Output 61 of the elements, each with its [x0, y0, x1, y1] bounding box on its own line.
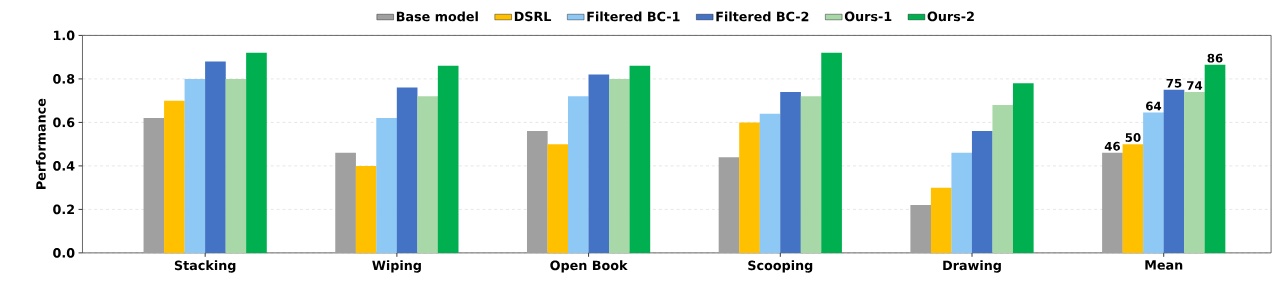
bar	[1012, 83, 1034, 253]
bar	[951, 152, 973, 253]
bar	[1102, 152, 1123, 253]
legend-label: Ours-1	[844, 11, 892, 22]
bar	[1184, 91, 1205, 253]
bar	[629, 65, 651, 253]
y-tick-label: 0.0	[53, 247, 75, 258]
bar	[1163, 89, 1185, 253]
legend-label: Base model	[396, 11, 478, 22]
y-tick-label: 0.4	[53, 160, 75, 171]
bar	[992, 104, 1014, 253]
bar	[588, 74, 610, 253]
annotation: 50	[1125, 132, 1141, 142]
bar	[1122, 143, 1144, 253]
annotation: 74	[1187, 81, 1203, 90]
annotation: 75	[1166, 78, 1182, 88]
x-tick-label: Drawing	[943, 260, 1001, 273]
legend-label: Filtered BC-1	[587, 11, 680, 22]
y-axis-title: Performance	[35, 98, 46, 189]
bar	[821, 52, 842, 253]
x-tick-label: Scooping	[748, 260, 813, 273]
annotation: 64	[1146, 101, 1162, 111]
bar	[910, 204, 932, 253]
bar	[335, 152, 356, 253]
legend-label: Ours-2	[927, 11, 974, 22]
bar	[376, 117, 397, 253]
y-tick-label: 0.6	[53, 117, 75, 128]
y-tick-label: 1.0	[53, 30, 75, 41]
bar	[396, 87, 418, 253]
bar	[143, 117, 165, 253]
bar	[759, 113, 781, 253]
bar	[739, 122, 760, 253]
bar	[609, 78, 630, 253]
bar	[246, 52, 267, 253]
bar	[205, 61, 226, 253]
bar	[547, 143, 569, 253]
bar	[1143, 112, 1164, 253]
bar	[184, 78, 206, 253]
bar	[568, 96, 589, 253]
bar	[718, 157, 740, 253]
bar	[355, 165, 377, 253]
bar	[526, 130, 548, 253]
annotation: 86	[1207, 53, 1223, 63]
bar	[417, 96, 438, 253]
bar	[971, 130, 993, 253]
y-tick-label: 0.8	[53, 73, 75, 84]
bar	[800, 96, 822, 253]
x-tick-label: Stacking	[174, 260, 236, 273]
y-tick-label: 0.2	[53, 204, 74, 215]
x-tick-label: Open Book	[550, 260, 628, 273]
bar	[1204, 64, 1226, 253]
bar	[164, 100, 185, 253]
legend-label: DSRL	[514, 11, 552, 22]
x-tick-label: Wiping	[372, 260, 421, 273]
bar	[225, 78, 247, 253]
bar	[930, 187, 952, 253]
x-tick-label: Mean	[1145, 260, 1183, 270]
legend-label: Filtered BC-2	[716, 11, 809, 22]
annotation: 46	[1104, 141, 1120, 151]
bar	[780, 91, 801, 253]
bar	[437, 65, 459, 253]
